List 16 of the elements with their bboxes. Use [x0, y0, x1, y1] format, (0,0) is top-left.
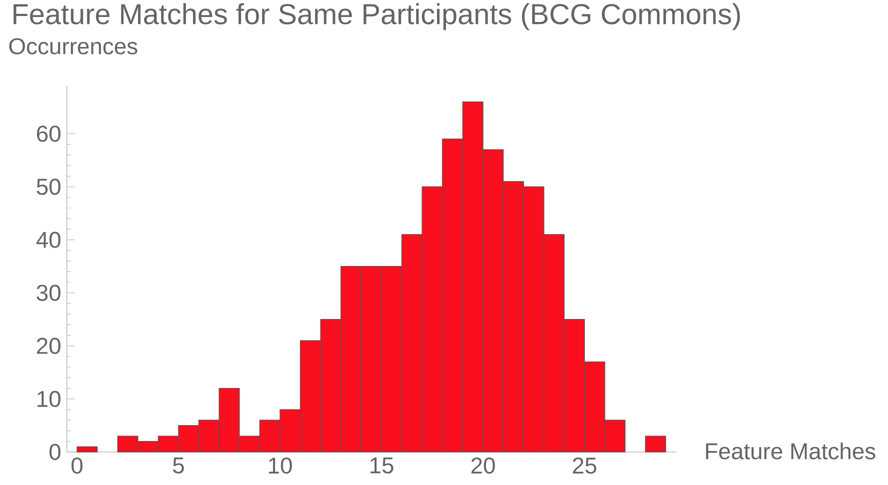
y-tick-label: 50	[36, 178, 60, 195]
x-tick-label: 5	[173, 458, 184, 474]
chart-title: Feature Matches for Same Participants (BCG Commons)	[14, 3, 740, 30]
y-tick-label: 20	[37, 338, 60, 354]
x-tick-label: 15	[370, 458, 394, 474]
y-axis-title: Occurrences	[9, 38, 138, 54]
y-tick-label: 0	[49, 444, 60, 460]
x-tick-label: 10	[269, 458, 292, 474]
y-tick-label: 10	[38, 390, 60, 408]
y-tick-label: 40	[36, 232, 60, 248]
x-tick-label: 25	[572, 458, 596, 474]
x-axis-title: Feature Matches	[706, 442, 876, 460]
x-tick-label: 20	[471, 458, 495, 474]
y-tick-label: 30	[36, 284, 60, 301]
y-tick-label: 60	[37, 126, 60, 142]
x-tick-label: 0	[72, 458, 82, 474]
